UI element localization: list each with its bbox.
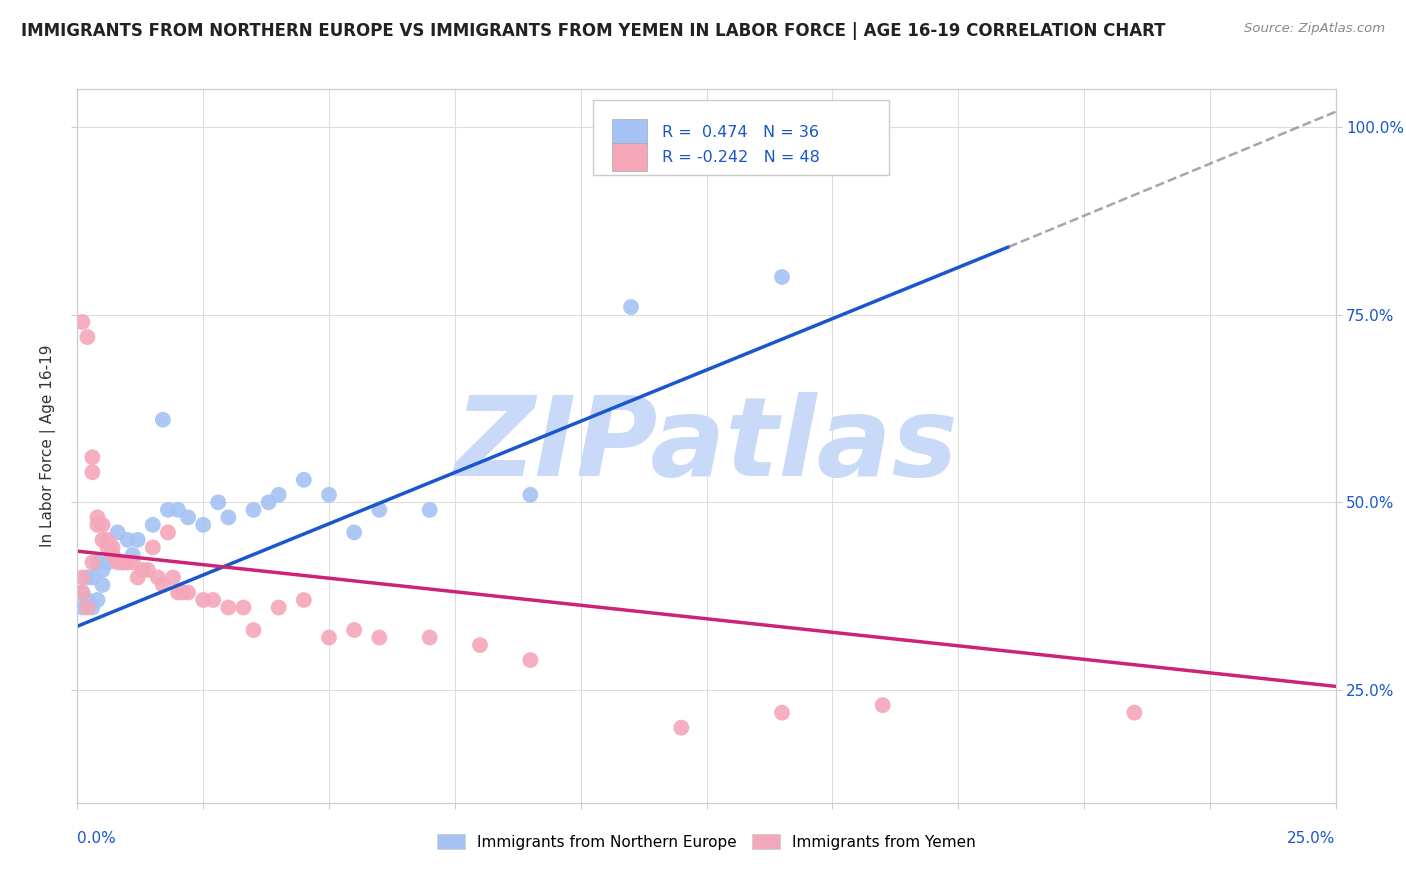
Point	[136, 563, 159, 577]
Point	[72, 585, 94, 599]
Text: R =  0.474   N = 36: R = 0.474 N = 36	[662, 125, 820, 140]
Point	[76, 570, 98, 584]
Point	[468, 638, 491, 652]
Point	[146, 570, 169, 584]
Point	[207, 495, 229, 509]
Legend: Immigrants from Northern Europe, Immigrants from Yemen: Immigrants from Northern Europe, Immigra…	[432, 828, 981, 855]
Point	[127, 533, 149, 547]
Point	[76, 593, 98, 607]
Point	[292, 473, 315, 487]
Point	[202, 593, 225, 607]
Point	[519, 488, 541, 502]
Point	[111, 556, 134, 570]
Y-axis label: In Labor Force | Age 16-19: In Labor Force | Age 16-19	[39, 344, 56, 548]
Point	[142, 541, 165, 555]
FancyBboxPatch shape	[612, 144, 647, 170]
Point	[152, 413, 174, 427]
Point	[101, 548, 124, 562]
Point	[117, 533, 139, 547]
Point	[217, 510, 239, 524]
Point	[82, 570, 104, 584]
Point	[86, 510, 108, 524]
Point	[132, 563, 155, 577]
Point	[177, 510, 200, 524]
Text: Source: ZipAtlas.com: Source: ZipAtlas.com	[1244, 22, 1385, 36]
Point	[101, 541, 124, 555]
FancyBboxPatch shape	[612, 119, 647, 145]
Point	[191, 517, 215, 532]
Point	[257, 495, 280, 509]
Point	[343, 525, 366, 540]
Text: 0.0%: 0.0%	[77, 831, 117, 847]
Point	[770, 706, 793, 720]
FancyBboxPatch shape	[593, 100, 889, 175]
Point	[91, 578, 114, 592]
Point	[121, 556, 143, 570]
Point	[76, 330, 98, 344]
Point	[242, 623, 264, 637]
Point	[872, 698, 894, 713]
Point	[419, 503, 441, 517]
Point	[91, 517, 114, 532]
Point	[191, 593, 215, 607]
Point	[91, 533, 114, 547]
Point	[121, 548, 143, 562]
Point	[82, 600, 104, 615]
Point	[152, 578, 174, 592]
Point	[111, 556, 134, 570]
Point	[96, 541, 118, 555]
Point	[82, 556, 104, 570]
Point	[1123, 706, 1146, 720]
Point	[82, 450, 104, 465]
Point	[91, 563, 114, 577]
Text: ZIPatlas: ZIPatlas	[454, 392, 959, 500]
Point	[76, 600, 98, 615]
Point	[142, 517, 165, 532]
Point	[519, 653, 541, 667]
Text: IMMIGRANTS FROM NORTHERN EUROPE VS IMMIGRANTS FROM YEMEN IN LABOR FORCE | AGE 16: IMMIGRANTS FROM NORTHERN EUROPE VS IMMIG…	[21, 22, 1166, 40]
Point	[232, 600, 254, 615]
Point	[101, 548, 124, 562]
Point	[217, 600, 239, 615]
Text: R = -0.242   N = 48: R = -0.242 N = 48	[662, 150, 820, 164]
Point	[620, 300, 643, 314]
Point	[318, 488, 340, 502]
Point	[86, 517, 108, 532]
Point	[267, 488, 290, 502]
Point	[72, 570, 94, 584]
Point	[72, 315, 94, 329]
Point	[96, 533, 118, 547]
Point	[177, 585, 200, 599]
Point	[419, 631, 441, 645]
Point	[770, 270, 793, 285]
Point	[72, 585, 94, 599]
Point	[156, 525, 179, 540]
Text: 25.0%: 25.0%	[1288, 831, 1336, 847]
Point	[167, 585, 190, 599]
Point	[368, 631, 391, 645]
Point	[242, 503, 264, 517]
Point	[117, 556, 139, 570]
Point	[86, 593, 108, 607]
Point	[72, 600, 94, 615]
Point	[292, 593, 315, 607]
Point	[671, 721, 693, 735]
Point	[82, 465, 104, 479]
Point	[267, 600, 290, 615]
Point	[86, 556, 108, 570]
Point	[127, 570, 149, 584]
Point	[172, 585, 194, 599]
Point	[107, 556, 129, 570]
Point	[107, 525, 129, 540]
Point	[343, 623, 366, 637]
Point	[96, 556, 118, 570]
Point	[156, 503, 179, 517]
Point	[167, 503, 190, 517]
Point	[162, 570, 184, 584]
Point	[368, 503, 391, 517]
Point	[318, 631, 340, 645]
